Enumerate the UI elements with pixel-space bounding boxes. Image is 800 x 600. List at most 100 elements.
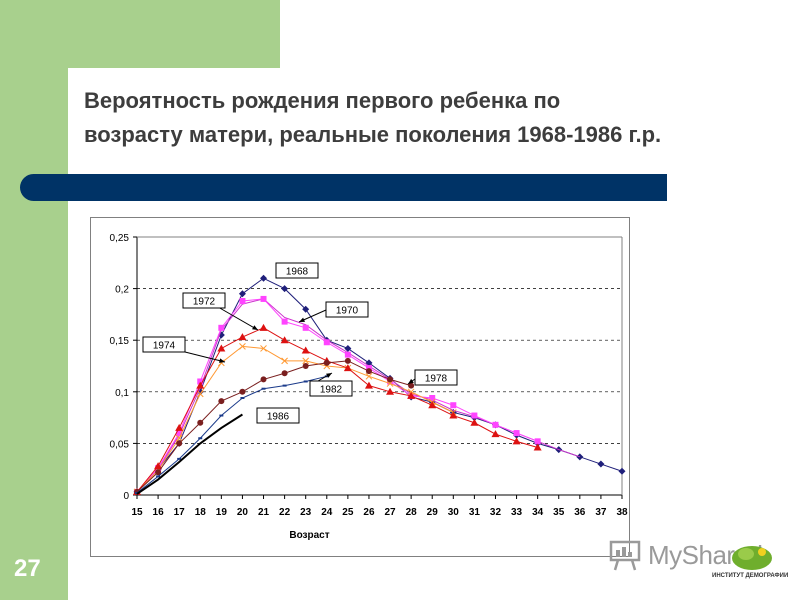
data-point xyxy=(449,411,458,419)
presentation-icon xyxy=(609,540,641,571)
institute-label: ИНСТИТУТ ДЕМОГРАФИИ xyxy=(712,573,789,579)
side-panel xyxy=(0,0,68,600)
slide-title: Вероятность рождения первого ребенка по … xyxy=(84,88,662,147)
data-point xyxy=(217,344,226,352)
callout-box xyxy=(182,292,226,309)
callout-label: 1982 xyxy=(320,385,343,396)
callout-box xyxy=(142,336,186,353)
series-line xyxy=(136,345,454,493)
x-tick-label: 33 xyxy=(511,507,523,518)
callout-leader xyxy=(217,306,259,331)
data-point xyxy=(176,430,183,437)
data-point xyxy=(281,318,288,325)
data-point xyxy=(344,344,352,352)
callout-arrowhead xyxy=(252,325,258,330)
data-point xyxy=(301,346,310,354)
x-tick-label: 21 xyxy=(258,507,270,518)
callout-box xyxy=(309,380,353,397)
data-point xyxy=(175,423,184,431)
x-tick-label: 31 xyxy=(469,507,481,518)
data-point xyxy=(343,364,352,372)
data-point xyxy=(239,343,246,350)
data-point xyxy=(428,401,437,409)
data-point xyxy=(618,467,626,475)
institute-logo: ИНСТИТУТ ДЕМОГРАФИИ xyxy=(712,540,788,586)
data-point xyxy=(218,398,225,405)
data-point xyxy=(323,339,330,346)
callout-arrowhead xyxy=(326,373,332,378)
data-point xyxy=(323,359,330,366)
data-point xyxy=(176,440,183,447)
data-point xyxy=(534,438,541,445)
data-point xyxy=(260,345,267,352)
y-tick-label: 0,1 xyxy=(115,388,129,399)
x-tick-label: 30 xyxy=(448,507,460,518)
data-point xyxy=(533,443,542,451)
leaf-logo-icon xyxy=(732,546,772,570)
data-point xyxy=(302,363,309,369)
series-line xyxy=(136,298,580,493)
data-point xyxy=(238,333,247,341)
data-point xyxy=(197,419,204,426)
y-tick-label: 0,25 xyxy=(110,233,130,244)
x-tick-label: 35 xyxy=(553,507,565,518)
data-point xyxy=(597,460,605,468)
data-point xyxy=(302,324,309,331)
data-point xyxy=(280,336,289,344)
x-tick-label: 19 xyxy=(216,507,228,518)
x-tick-label: 15 xyxy=(131,507,143,518)
data-point xyxy=(239,388,246,395)
callout-label: 1968 xyxy=(286,267,309,278)
x-tick-label: 32 xyxy=(490,507,502,518)
x-tick-label: 20 xyxy=(237,507,249,518)
data-point xyxy=(450,402,457,409)
callout-box xyxy=(325,301,369,318)
callout-label: 1970 xyxy=(336,306,359,317)
data-point xyxy=(365,368,372,375)
x-tick-label: 38 xyxy=(616,507,628,518)
x-tick-label: 29 xyxy=(427,507,439,518)
data-point xyxy=(387,376,394,383)
callout-arrowhead xyxy=(408,378,414,384)
data-point xyxy=(492,421,499,428)
y-tick-label: 0 xyxy=(123,491,129,502)
series-line xyxy=(136,360,412,493)
data-point xyxy=(260,376,267,383)
data-point xyxy=(302,357,310,365)
data-point xyxy=(429,394,436,401)
x-tick-label: 34 xyxy=(532,507,544,518)
page-number: 27 xyxy=(14,555,41,582)
data-point xyxy=(408,382,415,389)
x-tick-label: 27 xyxy=(384,507,396,518)
data-point xyxy=(364,381,373,389)
y-tick-label: 0,05 xyxy=(110,439,130,450)
data-point xyxy=(197,378,204,385)
data-point xyxy=(407,391,416,399)
data-point xyxy=(260,274,268,282)
series-line xyxy=(136,375,327,494)
data-point xyxy=(365,365,372,372)
data-point xyxy=(238,290,246,298)
callout-arrowhead xyxy=(299,317,305,322)
series-line xyxy=(136,277,623,493)
data-point xyxy=(155,469,162,476)
data-point xyxy=(512,437,521,445)
data-point xyxy=(491,430,500,438)
x-tick-label: 23 xyxy=(300,507,312,518)
data-point xyxy=(302,305,310,313)
callout-box xyxy=(275,262,319,279)
x-tick-label: 28 xyxy=(406,507,418,518)
chart-frame xyxy=(90,217,630,557)
data-point xyxy=(513,430,520,437)
title-underline-bar xyxy=(20,174,667,201)
data-point xyxy=(196,381,205,389)
series-line xyxy=(136,327,538,493)
data-point xyxy=(154,462,163,470)
callout-box xyxy=(256,407,300,424)
x-tick-label: 22 xyxy=(279,507,291,518)
y-tick-label: 0,15 xyxy=(110,336,130,347)
data-point xyxy=(218,324,225,331)
data-point xyxy=(281,357,288,365)
series-line xyxy=(136,413,243,495)
